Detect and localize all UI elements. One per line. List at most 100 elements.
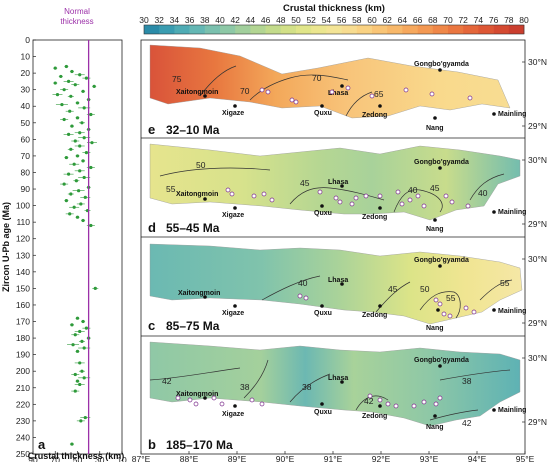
sample-marker bbox=[463, 305, 469, 311]
panel-a-xtick-label: 50 bbox=[73, 455, 83, 462]
colorbar-swatch bbox=[432, 25, 449, 34]
colorbar-swatch bbox=[280, 25, 297, 34]
city-label: Mainling bbox=[498, 308, 526, 315]
data-point bbox=[77, 189, 81, 193]
data-point bbox=[82, 346, 86, 350]
colorbar-tick-label: 56 bbox=[337, 15, 347, 25]
panel-c-contour-label: 55 bbox=[500, 278, 510, 288]
sample-marker bbox=[229, 191, 235, 197]
panel-d-contour-label: 40 bbox=[408, 185, 418, 195]
colorbar-swatch bbox=[174, 25, 190, 34]
map-frame: 87°E 88°E 89°E 90°E 91°E 92°E 93°E 94°E 95°E 30°… bbox=[132, 39, 547, 462]
city-label: Quxu bbox=[314, 409, 332, 416]
map-xtick-label: 87°E bbox=[132, 454, 151, 462]
data-point bbox=[79, 202, 83, 206]
panel-a-xtick-label: 90 bbox=[28, 455, 38, 462]
panel-b-contour-label: 42 bbox=[162, 376, 172, 386]
colorbar-tick-label: 38 bbox=[200, 15, 210, 25]
data-point bbox=[80, 339, 84, 343]
city-label: Nang bbox=[426, 226, 444, 233]
panel-a-ytick-label: 160 bbox=[16, 300, 30, 310]
data-point bbox=[82, 376, 86, 380]
panel-e-contour-label: 65 bbox=[374, 89, 384, 99]
colorbar-tick-label: 64 bbox=[398, 15, 408, 25]
sample-marker bbox=[261, 191, 267, 197]
panel-a-ytick-label: 190 bbox=[16, 350, 30, 360]
city-label: Mainling bbox=[498, 407, 526, 414]
data-point bbox=[78, 361, 82, 365]
colorbar-tick-label: 52 bbox=[306, 15, 316, 25]
panel-e-age: 32–10 Ma bbox=[166, 123, 220, 137]
colorbar-swatch bbox=[341, 25, 358, 34]
sample-marker bbox=[393, 403, 399, 409]
city-label: Lhasa bbox=[328, 277, 348, 284]
city-label: Zedong bbox=[362, 312, 387, 319]
colorbar-swatch bbox=[250, 25, 266, 34]
data-point bbox=[55, 93, 60, 97]
panel-c-contour-label: 50 bbox=[420, 284, 430, 294]
data-point bbox=[89, 112, 93, 117]
city-label: Xigaze bbox=[222, 310, 244, 317]
colorbar-tick-label: 32 bbox=[154, 15, 164, 25]
map-xtick-label: 95°E bbox=[516, 454, 535, 462]
data-point bbox=[84, 326, 88, 330]
panel-a-xlabel: Crustal thickness (km) bbox=[28, 451, 125, 461]
sample-marker bbox=[175, 395, 181, 401]
data-point bbox=[69, 192, 73, 196]
data-point bbox=[73, 83, 77, 87]
colorbar-swatch bbox=[144, 25, 160, 34]
colorbar-swatch bbox=[493, 25, 510, 34]
colorbar-swatch bbox=[326, 25, 342, 34]
map-ytick-label: 30°N bbox=[528, 353, 547, 363]
sample-marker bbox=[449, 199, 455, 205]
colorbar-swatch bbox=[387, 25, 403, 34]
sample-marker bbox=[407, 197, 413, 203]
data-point bbox=[75, 349, 80, 353]
panel-e-region bbox=[149, 44, 511, 119]
city-label: Quxu bbox=[314, 110, 332, 117]
city-label: Xigaze bbox=[222, 212, 244, 219]
panel-a-ytick-label: 80 bbox=[21, 167, 31, 177]
colorbar-swatch bbox=[159, 25, 175, 34]
data-point bbox=[82, 175, 86, 180]
panel-b-contour-label: 42 bbox=[364, 396, 374, 406]
colorbar-swatch bbox=[311, 25, 327, 34]
data-point bbox=[75, 316, 80, 320]
sample-marker bbox=[333, 195, 339, 201]
map-xtick-label: 90°E bbox=[276, 454, 295, 462]
sample-marker bbox=[467, 95, 473, 101]
panel-a-ytick-label: 150 bbox=[16, 283, 30, 293]
panel-a-ytick-label: 110 bbox=[16, 217, 30, 227]
colorbar-tick-label: 80 bbox=[519, 15, 529, 25]
sample-marker bbox=[211, 395, 217, 401]
data-point bbox=[84, 76, 88, 80]
sample-marker bbox=[403, 87, 409, 93]
data-point bbox=[73, 139, 77, 143]
sample-marker bbox=[465, 203, 471, 209]
data-point bbox=[78, 131, 82, 135]
city-label: Lhasa bbox=[328, 90, 348, 97]
panel-a-xtick-label: 30 bbox=[95, 455, 105, 462]
map-ytick-label: 29°N bbox=[528, 318, 547, 328]
data-point bbox=[83, 415, 87, 420]
data-point bbox=[82, 106, 86, 110]
colorbar-tick-label: 58 bbox=[352, 15, 362, 25]
panel-a-letter: a bbox=[38, 437, 46, 452]
panel-d-age: 55–45 Ma bbox=[166, 221, 220, 235]
city-label: Nang bbox=[426, 325, 444, 332]
panel-a-ytick-label: 240 bbox=[16, 432, 30, 442]
data-point bbox=[75, 379, 80, 383]
panel-c-letter: c bbox=[148, 318, 155, 333]
data-point bbox=[70, 442, 74, 446]
panel-b-age: 185–170 Ma bbox=[166, 438, 233, 452]
panel-b-map: 42 38 38 42 38 42 Xaitongmoin Xigaze Qux… bbox=[148, 341, 526, 452]
panel-a-ytick-label: 50 bbox=[21, 118, 31, 128]
panel-a-ytick-label: 120 bbox=[16, 234, 30, 244]
normal-thickness-label-2: thickness bbox=[60, 17, 93, 26]
data-point bbox=[70, 124, 74, 128]
city-label: Lhasa bbox=[328, 375, 348, 382]
panel-c-map: 40 45 50 55 55 Xaitongmoin Xigaze Quxu L… bbox=[148, 243, 526, 333]
city-label: Gongbo'gyamda bbox=[414, 159, 469, 166]
colorbar-swatch bbox=[235, 25, 251, 34]
map-ytick-label: 29°N bbox=[528, 417, 547, 427]
